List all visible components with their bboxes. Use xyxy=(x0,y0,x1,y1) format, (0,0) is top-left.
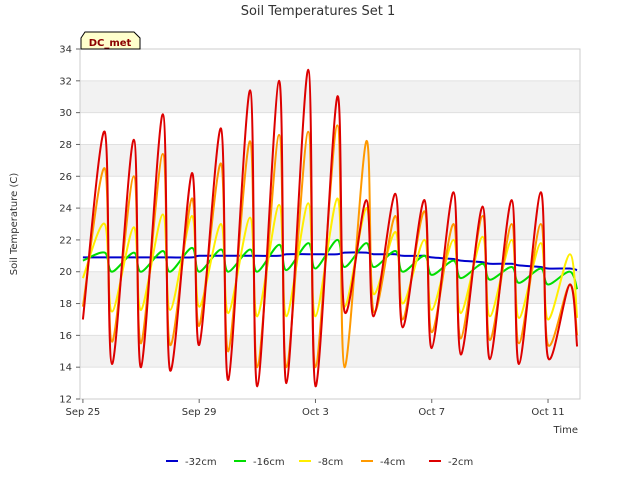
y-tick-label: 16 xyxy=(59,331,72,342)
plot-frame xyxy=(79,48,581,400)
y-tick-label: 14 xyxy=(59,363,72,374)
y-tick-label: 20 xyxy=(59,267,72,278)
y-tick-label: 30 xyxy=(59,108,72,119)
legend-label: -4cm xyxy=(380,457,405,468)
band xyxy=(80,144,580,177)
y-tick-label: 18 xyxy=(59,299,72,310)
x-tick-label: Oct 7 xyxy=(418,407,445,418)
x-axis-label: Time xyxy=(553,425,578,436)
band xyxy=(80,271,580,304)
y-tick-label: 28 xyxy=(59,140,72,151)
x-tick-label: Sep 29 xyxy=(182,407,217,418)
band xyxy=(80,80,580,113)
legend: -32cm -16cm -8cm -4cm -2cm xyxy=(166,457,473,468)
x-tick-label: Sep 25 xyxy=(66,407,101,418)
legend-label: -32cm xyxy=(185,457,217,468)
legend-label: -2cm xyxy=(448,457,473,468)
series-line-neg2cm xyxy=(81,68,579,388)
x-tick-label: Oct 3 xyxy=(302,407,329,418)
x-tick-label: Oct 11 xyxy=(531,407,564,418)
y-tick-label: 32 xyxy=(59,76,72,87)
y-tick-label: 22 xyxy=(59,235,72,246)
series-lines xyxy=(81,68,579,388)
dc-met-badge: DC_met xyxy=(80,31,141,50)
badge-label: DC_met xyxy=(89,38,132,49)
band xyxy=(80,335,580,368)
badge-shape xyxy=(80,31,141,50)
y-tick-label: 24 xyxy=(59,204,72,215)
y-tick-label: 34 xyxy=(59,45,72,56)
x-axis-ticks: Sep 25 Sep 29 Oct 3 Oct 7 Oct 11 xyxy=(66,399,565,418)
legend-label: -8cm xyxy=(318,457,343,468)
y-tick-label: 26 xyxy=(59,172,72,183)
y-tick-label: 12 xyxy=(59,395,72,406)
legend-label: -16cm xyxy=(253,457,285,468)
chart-title: Soil Temperatures Set 1 xyxy=(241,4,396,19)
y-axis-label: Soil Temperature (C) xyxy=(9,173,20,276)
y-axis-ticks: 12 14 16 18 20 22 24 26 28 30 32 34 xyxy=(59,45,80,406)
